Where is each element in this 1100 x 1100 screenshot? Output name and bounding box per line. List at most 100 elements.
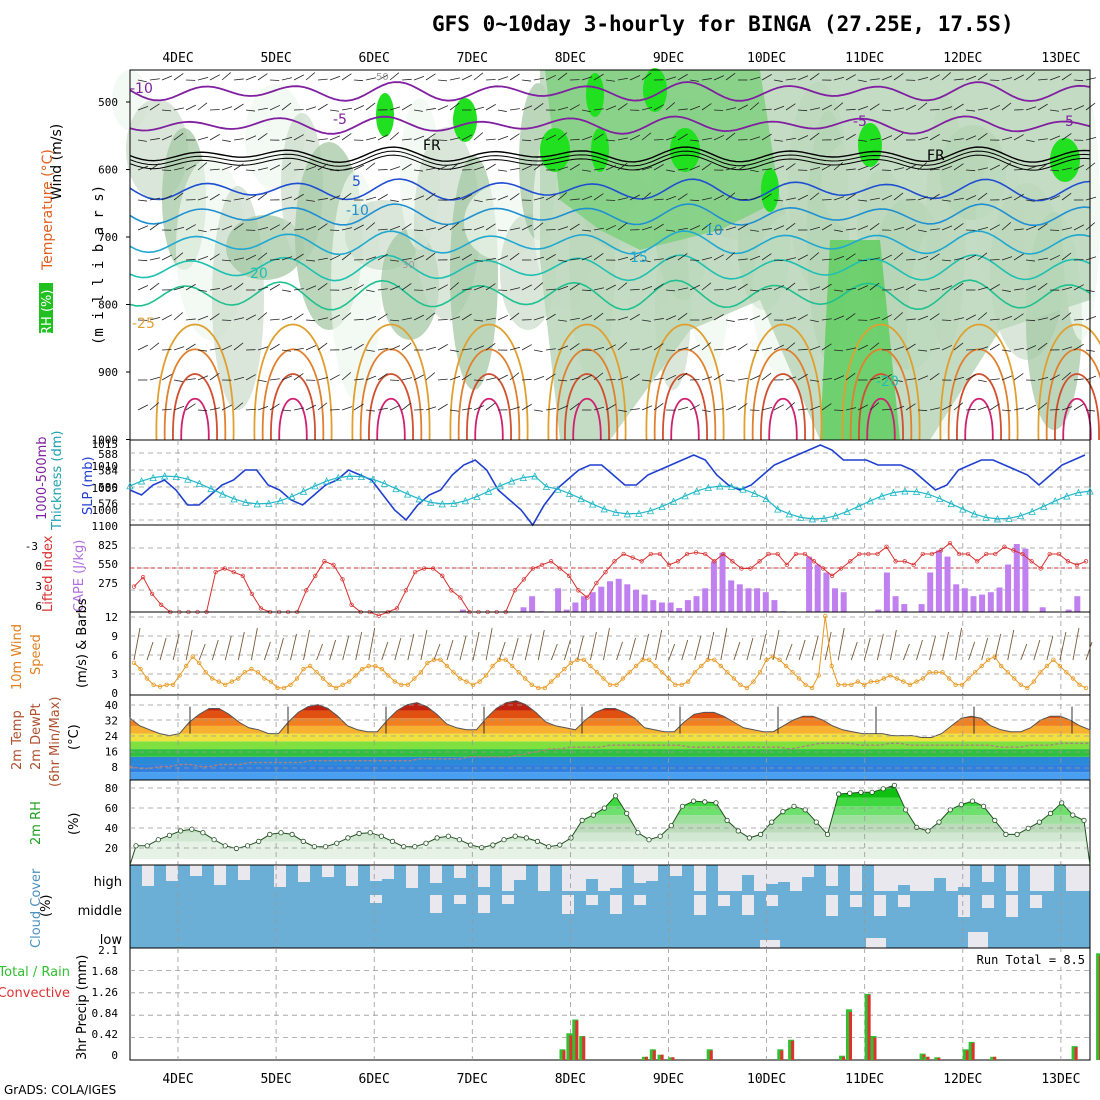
wind-barb [353, 343, 364, 351]
wind-barb [245, 169, 256, 172]
wind-barb [269, 224, 280, 231]
rh-point [646, 837, 652, 843]
wind-barb [713, 194, 725, 201]
wind-barb [977, 312, 988, 321]
wind-barb [557, 226, 569, 231]
wind-barb [485, 258, 496, 261]
rh-tick: 20 [105, 842, 118, 855]
wind-barb [329, 195, 341, 201]
cloud-gap-high [370, 865, 382, 881]
wind-point [360, 666, 365, 672]
wind-barb [929, 134, 940, 141]
wind-barb [317, 103, 328, 111]
wind-barb [149, 197, 160, 201]
precip-conv-bar [993, 1056, 997, 1060]
wind-barb [1013, 228, 1024, 231]
wind-barb [689, 199, 700, 202]
wind-point [379, 666, 384, 672]
wind-label-1: 10m Wind [10, 624, 25, 690]
wind-barb [293, 373, 304, 381]
day-label-top: 7DEC [457, 51, 488, 66]
wind-barb [197, 77, 209, 81]
wind-barb [257, 192, 268, 201]
wind-barb [677, 406, 689, 411]
precip-conv-bar [971, 1042, 975, 1060]
rh-point [969, 798, 976, 804]
wind-barb [509, 108, 520, 111]
wind-barb [1073, 284, 1084, 291]
wind-barb [221, 199, 231, 202]
wind-barb [509, 406, 521, 411]
wind-barb [509, 287, 521, 291]
wind-barb [557, 106, 569, 111]
slp-label-thickness2: Thickness (dm) [50, 431, 65, 531]
wind-barb [617, 162, 628, 171]
wind-barb [713, 289, 724, 291]
wind-barb [761, 347, 773, 351]
wind-barb [605, 344, 616, 351]
wind-barb [149, 376, 161, 381]
wind-barb [569, 198, 580, 201]
wind-barb [977, 107, 988, 111]
wind-barb [821, 224, 832, 231]
wind-barb [593, 227, 604, 231]
rh-point [155, 837, 161, 843]
wind-barb [413, 374, 425, 381]
wind-barb [233, 223, 244, 231]
wind-barb [545, 74, 557, 81]
rh-point [378, 833, 384, 839]
wind-barb [869, 138, 880, 141]
wind-barb [485, 79, 496, 81]
wind-barb [653, 223, 664, 231]
wind-point [138, 666, 143, 672]
wind-label-2: Speed [29, 634, 44, 675]
wind-barb [401, 257, 412, 261]
thickness-point [1040, 502, 1048, 510]
wind-barb [449, 196, 461, 201]
temp-tick: 16 [105, 746, 118, 759]
wind-barb [401, 342, 412, 351]
contour-label: 50 [376, 72, 389, 83]
wind-barb [821, 199, 832, 201]
wind-barb [713, 75, 725, 81]
rh-point [1070, 812, 1076, 818]
day-label-bottom: 12DEC [943, 1072, 982, 1087]
precip-conv-bar [926, 1056, 930, 1060]
li-point [548, 559, 554, 564]
wind-barb [641, 286, 653, 291]
cape-bar [832, 588, 838, 612]
wind-barb [689, 344, 701, 351]
wind-point [144, 676, 150, 681]
wind-barb [257, 286, 269, 291]
wind-barb-10m [994, 633, 1002, 661]
wind-barb [425, 346, 437, 351]
cloud-gap-high [1030, 865, 1042, 891]
wind-barb [665, 136, 677, 141]
wind-barb [641, 226, 653, 231]
wind-point [510, 663, 515, 669]
wind-barb [869, 257, 881, 261]
cloud-gap-high [958, 865, 970, 887]
isotherm-warm [155, 323, 235, 441]
wind-point [653, 663, 658, 669]
li-point [848, 559, 853, 564]
wind-barb [377, 313, 388, 321]
rh-point [891, 782, 898, 788]
wind-barb [809, 252, 820, 261]
wind-barb [185, 224, 196, 231]
wind-point [731, 676, 737, 681]
rh-band [130, 815, 1090, 824]
wind-barb [785, 282, 796, 291]
cape-bar [840, 592, 847, 612]
wind-barb [485, 342, 496, 351]
li-point [159, 602, 164, 607]
wind-barb [317, 78, 328, 81]
wind-barb [161, 75, 173, 81]
wind-barb [893, 167, 905, 171]
wind-barb [749, 289, 760, 292]
rh-point [144, 843, 150, 849]
temp-band [130, 772, 1090, 780]
wind-barb [1013, 313, 1024, 321]
wind-barb [317, 377, 329, 381]
rh-point [914, 824, 920, 831]
